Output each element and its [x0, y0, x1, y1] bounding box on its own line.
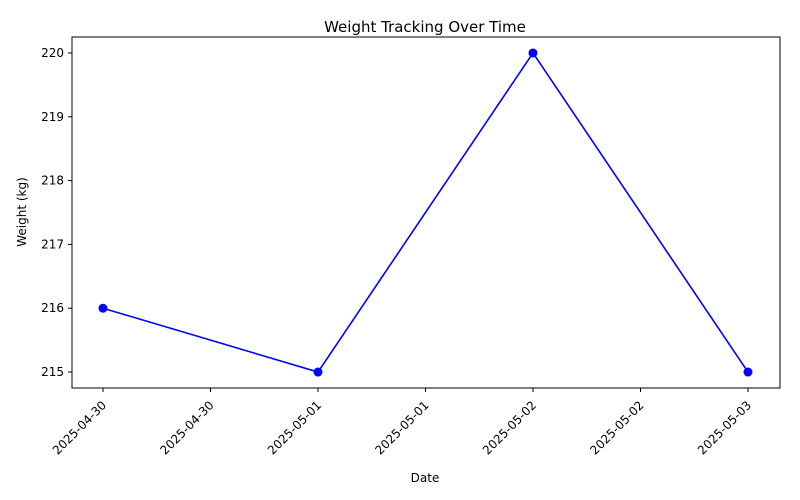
x-axis-label: Date: [411, 471, 440, 485]
x-tick-label: 2025-05-02: [480, 398, 539, 457]
x-tick-label: 2025-04-30: [50, 398, 109, 457]
data-point: [528, 48, 538, 58]
y-tick-label: 216: [41, 301, 64, 315]
y-axis-label: Weight (kg): [15, 177, 29, 247]
data-point: [313, 367, 323, 377]
y-tick-label: 218: [41, 174, 64, 188]
y-tick-label: 215: [41, 365, 64, 379]
data-point: [98, 303, 108, 313]
x-axis: 2025-04-30 2025-04-30 2025-05-01 2025-05-01…: [50, 388, 754, 457]
data-point: [743, 367, 753, 377]
x-tick-label: 2025-05-01: [372, 398, 431, 457]
x-tick-label: 2025-05-02: [587, 398, 646, 457]
x-tick-label: 2025-05-01: [265, 398, 324, 457]
y-tick-label: 217: [41, 237, 64, 251]
series-group: [98, 48, 753, 377]
y-axis: 215 216 217 218 219 220: [41, 46, 72, 379]
x-tick-label: 2025-04-30: [157, 398, 216, 457]
y-tick-label: 220: [41, 46, 64, 60]
series-line: [102, 51, 749, 373]
chart-title: Weight Tracking Over Time: [324, 18, 526, 36]
y-tick-label: 219: [41, 110, 64, 124]
x-tick-label: 2025-05-03: [695, 398, 754, 457]
